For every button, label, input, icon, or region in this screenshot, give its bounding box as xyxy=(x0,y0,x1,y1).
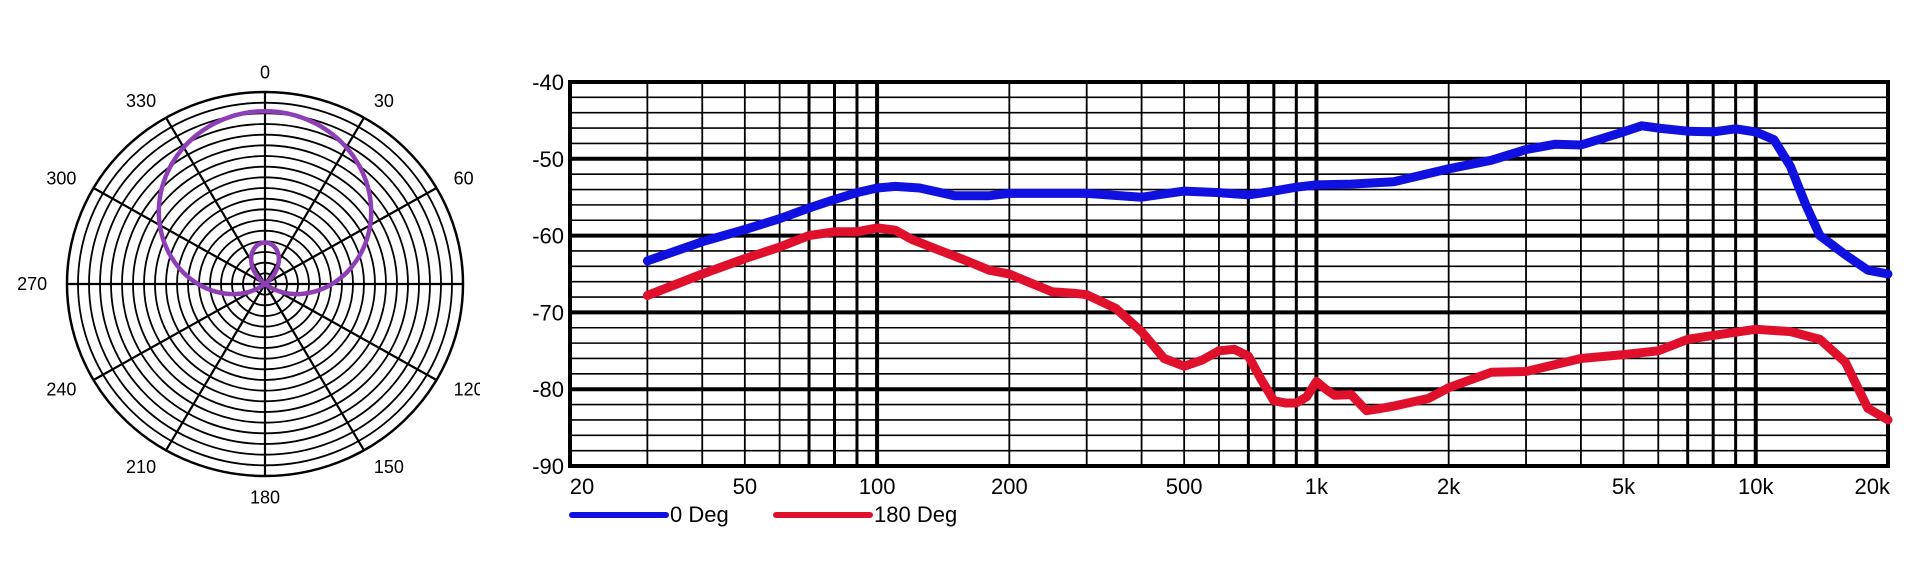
polar-spoke xyxy=(264,283,365,451)
polar-angle-label: 150 xyxy=(374,457,404,477)
x-tick-label: 20k xyxy=(1855,474,1891,499)
series-line-180-deg xyxy=(642,223,1893,425)
polar-spoke xyxy=(92,283,266,381)
legend-item-180-deg: 180 Deg xyxy=(773,502,957,527)
y-tick-label: -40 xyxy=(532,70,564,95)
polar-spoke xyxy=(165,283,266,451)
legend: 0 Deg 180 Deg xyxy=(569,502,957,527)
x-tick-label: 10k xyxy=(1738,474,1774,499)
polar-pattern-line xyxy=(156,108,374,297)
polar-angle-label: 210 xyxy=(126,457,156,477)
y-tick-label: -50 xyxy=(532,147,564,172)
y-axis-tick-labels: -40 -50 -60 -70 -80 -90 xyxy=(532,70,564,479)
polar-angle-label: 180 xyxy=(250,487,280,507)
polar-angle-label: 60 xyxy=(454,168,474,188)
polar-spoke xyxy=(264,283,438,381)
x-tick-label: 20 xyxy=(570,474,594,499)
polar-angle-label: 300 xyxy=(46,168,76,188)
polar-angle-label: 120 xyxy=(454,380,480,400)
frequency-grid xyxy=(568,80,1890,468)
legend-label: 0 Deg xyxy=(670,502,729,527)
y-tick-label: -90 xyxy=(532,454,564,479)
y-tick-label: -70 xyxy=(532,300,564,325)
polar-angle-label: 30 xyxy=(374,91,394,111)
polar-angle-labels: 0306090120150180210240270300330 xyxy=(17,63,480,508)
polar-angle-label: 0 xyxy=(260,63,270,83)
x-tick-label: 200 xyxy=(991,474,1028,499)
frequency-series xyxy=(642,121,1893,425)
y-tick-label: -60 xyxy=(532,224,564,249)
x-tick-label: 500 xyxy=(1166,474,1203,499)
polar-series xyxy=(156,108,374,297)
series-line-0-deg xyxy=(642,121,1893,279)
x-tick-label: 2k xyxy=(1437,474,1461,499)
x-tick-label: 5k xyxy=(1612,474,1636,499)
polar-angle-label: 270 xyxy=(17,274,47,294)
legend-item-0-deg: 0 Deg xyxy=(569,502,729,527)
polar-angle-label: 240 xyxy=(46,380,76,400)
y-tick-label: -80 xyxy=(532,377,564,402)
polar-spoke xyxy=(92,187,266,285)
polar-grid xyxy=(65,90,465,478)
polar-spoke xyxy=(264,187,438,285)
x-tick-label: 1k xyxy=(1305,474,1329,499)
x-tick-label: 100 xyxy=(859,474,896,499)
polar-angle-label: 330 xyxy=(126,91,156,111)
plot-frame xyxy=(568,80,1890,468)
x-axis-tick-labels: 20 50 100 200 500 1k 2k 5k 10k 20k xyxy=(570,474,1891,499)
legend-label: 180 Deg xyxy=(874,502,957,527)
polar-pattern-chart: 0306090120150180210240270300330 xyxy=(17,63,480,508)
x-tick-label: 50 xyxy=(733,474,757,499)
